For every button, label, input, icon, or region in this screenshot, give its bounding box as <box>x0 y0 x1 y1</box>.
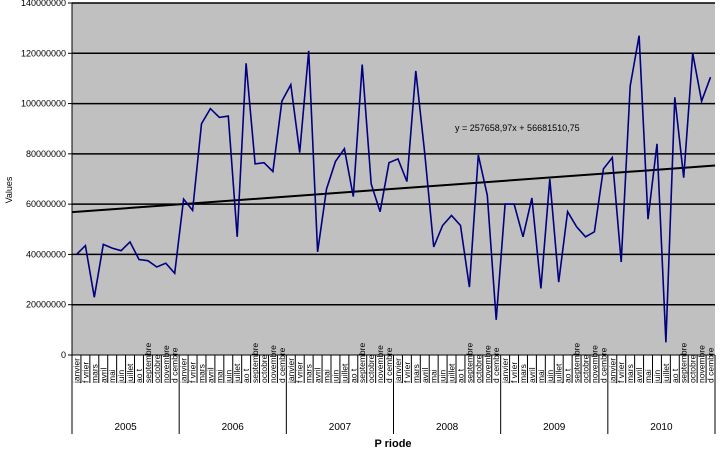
x-month-label: septembre <box>143 343 153 383</box>
x-month-label: ao t <box>241 368 251 383</box>
x-month-label: novembre <box>482 345 492 383</box>
x-month-label: mars <box>89 364 99 383</box>
x-month-label: juillet <box>232 363 242 384</box>
x-month-label: juin <box>331 370 341 385</box>
x-month-label: f vrier <box>295 362 305 383</box>
x-month-label: juin <box>116 369 126 384</box>
x-month-label: mars <box>304 364 314 383</box>
x-month-label: ao t <box>456 368 466 383</box>
x-month-label: septembre <box>679 343 689 383</box>
y-tick-label: 140000000 <box>21 0 66 8</box>
x-month-label: mai <box>322 369 332 383</box>
x-month-label: d cembre <box>598 347 608 383</box>
x-month-label: d cembre <box>170 347 180 383</box>
x-month-label: septembre <box>357 343 367 383</box>
x-year-label: 2010 <box>650 422 673 433</box>
y-tick-label: 100000000 <box>21 99 66 109</box>
x-month-label: juin <box>545 370 555 385</box>
x-month-label: juillet <box>447 363 457 384</box>
x-year-label: 2009 <box>543 422 566 433</box>
x-month-label: novembre <box>589 345 599 383</box>
x-month-label: octobre <box>473 354 483 383</box>
x-month-label: mai <box>643 369 653 383</box>
x-month-label: novembre <box>697 345 707 383</box>
axes: 0 20000000 40000000 60000000 80000000 1000000… <box>21 0 716 434</box>
x-month-label: avril <box>205 367 215 383</box>
y-tick-label: 40000000 <box>26 249 66 259</box>
x-month-label: septembre <box>250 343 260 383</box>
x-month-label: f vrier <box>402 362 412 383</box>
series-layer <box>71 35 716 343</box>
x-month-label: juin <box>223 370 233 385</box>
x-month-label: d cembre <box>384 347 394 383</box>
x-month-label: janvier <box>286 358 296 384</box>
x-month-label: avril <box>634 367 644 383</box>
x-year-label: 2008 <box>436 422 459 433</box>
x-month-label: avril <box>313 367 323 383</box>
x-month-label: septembre <box>464 343 474 383</box>
trendline <box>71 164 716 214</box>
x-month-label: ao t <box>134 368 144 383</box>
x-month-label: juillet <box>125 363 135 384</box>
x-month-label: juin <box>438 369 448 384</box>
y-tick-label: 0 <box>61 350 66 360</box>
x-month-label: mai <box>107 369 117 383</box>
x-month-label: janvier <box>72 358 82 384</box>
x-month-label: septembre <box>572 343 582 383</box>
x-month-label: mai <box>214 369 224 383</box>
x-month-label: novembre <box>268 345 278 383</box>
x-month-label: avril <box>98 367 108 383</box>
trendline-equation: y = 257658,97x + 56681510,75 <box>455 123 580 133</box>
y-tick-label: 120000000 <box>21 48 66 58</box>
x-month-label: octobre <box>688 354 698 383</box>
x-month-label: f vrier <box>616 362 626 383</box>
x-month-label: janvier <box>607 358 617 384</box>
x-month-label: juillet <box>661 363 671 384</box>
x-month-label: octobre <box>366 354 376 383</box>
x-month-label: d cembre <box>277 347 287 383</box>
x-month-label: f vrier <box>80 362 90 383</box>
x-month-label: ao t <box>670 368 680 383</box>
x-month-label: ao t <box>563 368 573 383</box>
x-month-label: f vrier <box>188 362 198 383</box>
x-month-label: avril <box>527 367 537 383</box>
x-month-label: f vrier <box>509 362 519 383</box>
x-month-label: novembre <box>161 345 171 383</box>
y-tick-label: 60000000 <box>26 199 66 209</box>
plot-area <box>72 3 715 355</box>
x-month-label: d cembre <box>706 347 716 383</box>
y-axis-label: Values <box>4 176 14 203</box>
x-month-label: mai <box>429 369 439 383</box>
y-tick-label: 80000000 <box>26 149 66 159</box>
x-month-label: janvier <box>179 358 189 384</box>
x-month-label: mai <box>536 369 546 383</box>
x-month-label: juillet <box>339 363 349 384</box>
x-month-label: juin <box>652 370 662 385</box>
x-axis-label: P riode <box>374 438 411 450</box>
x-year-label: 2005 <box>114 422 137 433</box>
series-line <box>75 35 712 343</box>
x-year-label: 2006 <box>222 422 245 433</box>
x-year-label: 2007 <box>329 422 352 433</box>
x-month-label: ao t <box>348 368 358 383</box>
x-month-label: octobre <box>581 354 591 383</box>
y-tick-label: 20000000 <box>26 300 66 310</box>
x-month-label: octobre <box>152 354 162 383</box>
x-month-label: octobre <box>259 354 269 383</box>
x-month-label: mars <box>197 364 207 383</box>
x-month-label: mars <box>625 364 635 383</box>
x-month-label: d cembre <box>491 347 501 383</box>
x-month-label: juillet <box>554 363 564 384</box>
x-month-label: mars <box>518 364 528 383</box>
x-month-label: janvier <box>500 358 510 384</box>
x-month-label: janvier <box>393 358 403 384</box>
x-month-label: novembre <box>375 345 385 383</box>
x-month-label: mars <box>411 364 421 383</box>
x-month-label: avril <box>420 367 430 383</box>
